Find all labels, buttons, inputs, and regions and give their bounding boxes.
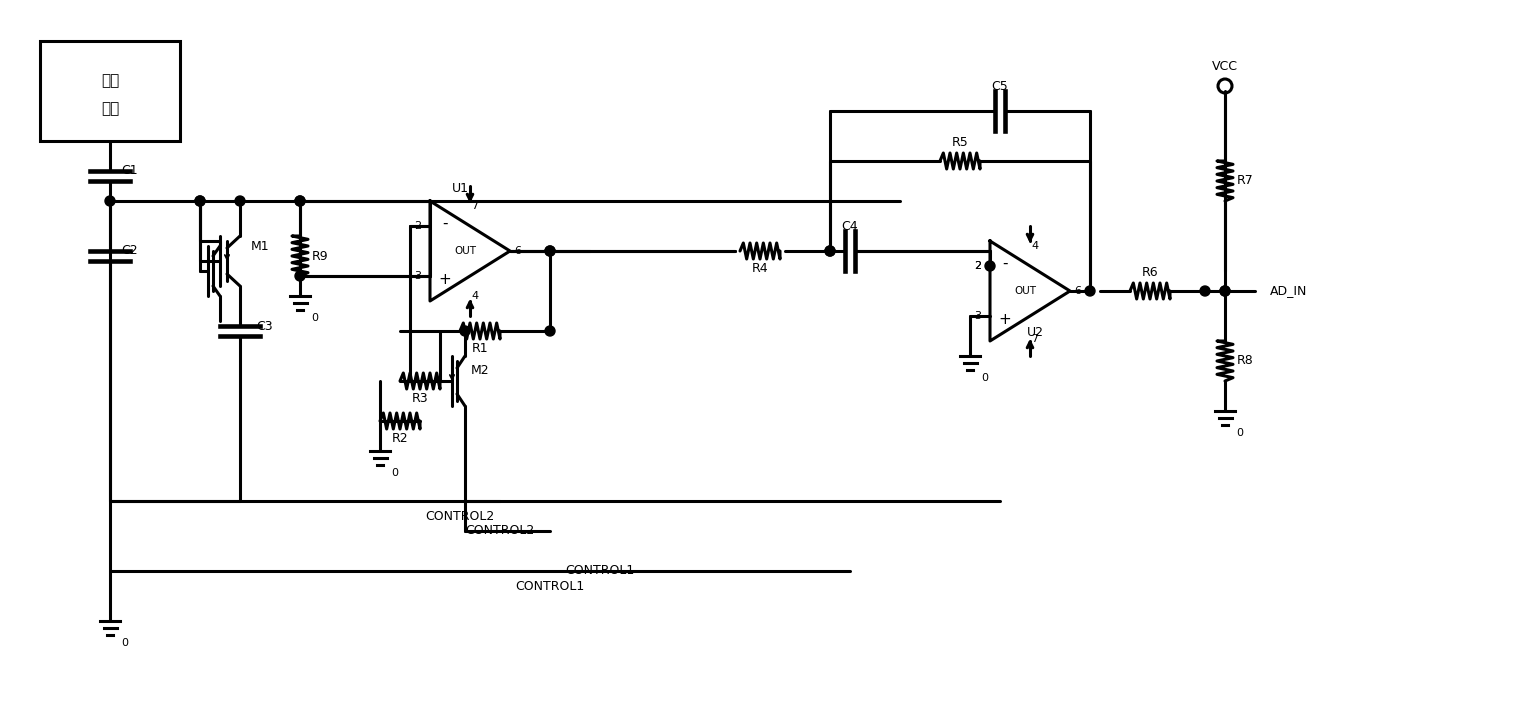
Text: M1: M1 xyxy=(250,239,269,252)
Text: R3: R3 xyxy=(411,392,428,405)
Text: 模块: 模块 xyxy=(101,102,120,117)
Text: 4: 4 xyxy=(471,291,479,301)
Text: -: - xyxy=(442,216,448,231)
Text: R8: R8 xyxy=(1237,355,1254,368)
Text: C4: C4 xyxy=(841,219,858,232)
Text: R7: R7 xyxy=(1237,174,1254,187)
Text: CONTROL2: CONTROL2 xyxy=(465,524,534,537)
Text: 6: 6 xyxy=(1074,286,1082,296)
Text: R5: R5 xyxy=(952,136,969,149)
Text: 0: 0 xyxy=(391,468,399,478)
Text: AD_IN: AD_IN xyxy=(1269,285,1308,298)
Text: +: + xyxy=(999,311,1012,327)
Text: R4: R4 xyxy=(752,262,769,275)
Text: M2: M2 xyxy=(471,365,490,378)
Circle shape xyxy=(235,196,246,206)
Text: +: + xyxy=(439,272,451,286)
Text: R1: R1 xyxy=(471,342,488,355)
Text: R9: R9 xyxy=(312,249,328,262)
Circle shape xyxy=(824,246,835,256)
Text: CONTROL1: CONTROL1 xyxy=(516,580,585,593)
Text: OUT: OUT xyxy=(1015,286,1036,296)
FancyBboxPatch shape xyxy=(40,41,180,141)
Circle shape xyxy=(1085,286,1094,296)
Circle shape xyxy=(824,246,835,256)
Text: 6: 6 xyxy=(514,246,522,256)
Text: 7: 7 xyxy=(1032,334,1039,344)
Circle shape xyxy=(985,261,995,271)
Circle shape xyxy=(104,196,115,206)
Circle shape xyxy=(545,246,556,256)
Text: VCC: VCC xyxy=(1213,60,1239,73)
Text: 0: 0 xyxy=(981,373,989,383)
Text: 2: 2 xyxy=(414,221,422,231)
Text: C2: C2 xyxy=(121,244,138,257)
Circle shape xyxy=(545,326,556,336)
Circle shape xyxy=(195,196,206,206)
Circle shape xyxy=(545,246,556,256)
Text: U1: U1 xyxy=(451,182,468,195)
Text: 3: 3 xyxy=(975,311,981,321)
Text: 2: 2 xyxy=(975,261,981,271)
Text: 7: 7 xyxy=(471,201,479,211)
Text: 0: 0 xyxy=(1237,428,1243,438)
Circle shape xyxy=(1220,286,1230,296)
Circle shape xyxy=(1220,286,1230,296)
Circle shape xyxy=(460,326,470,336)
Text: 采集: 采集 xyxy=(101,74,120,89)
Text: -: - xyxy=(1002,255,1008,270)
Text: 0: 0 xyxy=(121,638,129,648)
Circle shape xyxy=(295,196,305,206)
Text: C5: C5 xyxy=(992,79,1008,92)
Text: C3: C3 xyxy=(256,319,273,332)
Text: 0: 0 xyxy=(312,313,318,323)
Circle shape xyxy=(295,196,305,206)
Text: 4: 4 xyxy=(1032,241,1039,251)
Text: 2: 2 xyxy=(975,261,981,271)
Circle shape xyxy=(1200,286,1210,296)
Text: OUT: OUT xyxy=(454,246,476,256)
Text: R6: R6 xyxy=(1142,267,1159,280)
Text: 3: 3 xyxy=(414,271,422,281)
Text: CONTROL1: CONTROL1 xyxy=(565,565,634,578)
Text: U2: U2 xyxy=(1027,327,1044,340)
Circle shape xyxy=(195,196,206,206)
Text: R2: R2 xyxy=(391,433,408,446)
Circle shape xyxy=(295,271,305,281)
Text: CONTROL2: CONTROL2 xyxy=(425,510,494,523)
Text: C1: C1 xyxy=(121,164,138,177)
